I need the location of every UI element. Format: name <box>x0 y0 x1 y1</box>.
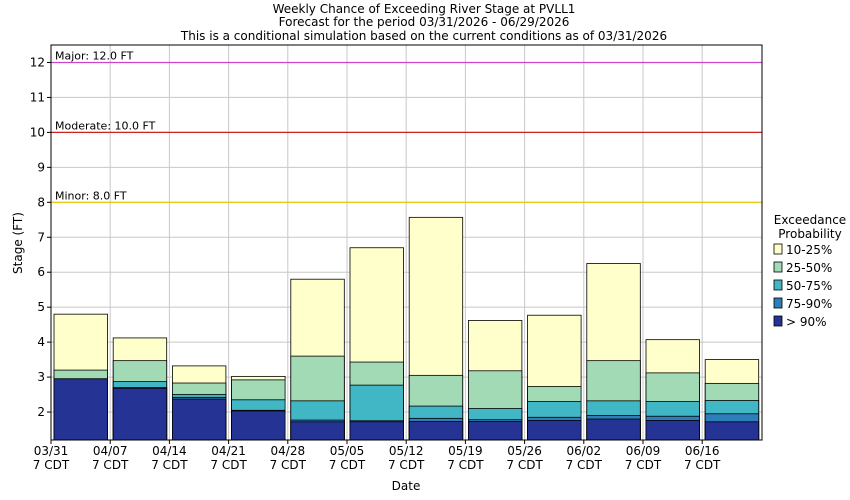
x-tick-date: 04/28 <box>271 444 306 458</box>
bar-segment <box>290 421 345 441</box>
y-tick-label: 11 <box>30 90 45 104</box>
x-tick-date: 04/07 <box>93 444 128 458</box>
legend-label: 25-50% <box>786 261 832 275</box>
bar-segment <box>527 420 582 441</box>
legend-label: 75-90% <box>786 297 832 311</box>
legend-swatch <box>773 243 783 255</box>
y-tick-label: 2 <box>37 405 45 419</box>
y-tick-label: 6 <box>37 265 45 279</box>
x-tick-date: 05/05 <box>330 444 365 458</box>
x-tick-tz: 7 CDT <box>388 458 425 472</box>
x-tick-tz: 7 CDT <box>33 458 70 472</box>
legend-swatch <box>773 297 783 309</box>
x-tick-tz: 7 CDT <box>329 458 366 472</box>
bars <box>53 216 760 441</box>
title-line-1: Weekly Chance of Exceeding River Stage a… <box>273 2 576 16</box>
legend-swatch <box>773 261 783 273</box>
x-tick-date: 05/26 <box>507 444 542 458</box>
bar-segment <box>704 421 760 441</box>
bar-segment <box>645 420 700 441</box>
bar-segment <box>349 421 404 441</box>
x-tick-date: 05/19 <box>448 444 483 458</box>
title-line-3: This is a conditional simulation based o… <box>180 29 667 43</box>
bar-segment <box>467 421 523 441</box>
y-tick-label: 9 <box>37 160 45 174</box>
y-tick-label: 8 <box>37 195 45 209</box>
y-tick-label: 5 <box>37 300 45 314</box>
y-tick-label: 12 <box>30 55 45 69</box>
x-tick-date: 03/31 <box>34 444 69 458</box>
bar-segment <box>171 398 227 441</box>
x-tick-tz: 7 CDT <box>210 458 247 472</box>
bar-segment <box>53 378 108 441</box>
x-tick-date: 06/02 <box>567 444 602 458</box>
legend-swatch <box>773 279 783 291</box>
x-tick-date: 06/16 <box>685 444 720 458</box>
y-tick-label: 4 <box>37 335 45 349</box>
x-tick-tz: 7 CDT <box>566 458 603 472</box>
threshold-label: Major: 12.0 FT <box>55 49 134 62</box>
bar-segment <box>586 418 641 441</box>
chart-title: Weekly Chance of Exceeding River Stage a… <box>180 2 667 43</box>
legend-title-line-2: Probability <box>778 227 841 241</box>
legend-label: > 90% <box>786 315 827 329</box>
threshold-lines: Major: 12.0 FT Moderate: 10.0 FT Minor: 8.… <box>51 49 762 203</box>
y-axis-title: Stage (FT) <box>11 212 25 274</box>
legend-title-line-1: Exceedance <box>774 213 846 227</box>
x-tick-tz: 7 CDT <box>625 458 662 472</box>
x-tick-tz: 7 CDT <box>92 458 129 472</box>
y-axis-ticks: 2 3 4 5 6 7 8 9 10 11 12 <box>30 55 51 419</box>
legend: Exceedance Probability 10-25% 25-50% 50-75… <box>773 213 846 329</box>
legend-items: 10-25% 25-50% 50-75% 75-90% > 90% <box>773 243 832 329</box>
legend-swatch <box>773 315 783 327</box>
threshold-label: Minor: 8.0 FT <box>55 189 127 202</box>
x-tick-date: 06/09 <box>626 444 661 458</box>
x-tick-tz: 7 CDT <box>684 458 721 472</box>
x-tick-date: 04/21 <box>211 444 246 458</box>
x-tick-tz: 7 CDT <box>270 458 307 472</box>
legend-label: 10-25% <box>786 243 832 257</box>
x-tick-date: 05/12 <box>389 444 424 458</box>
legend-label: 50-75% <box>786 279 832 293</box>
title-line-2: Forecast for the period 03/31/2026 - 06/… <box>279 15 570 29</box>
y-tick-label: 3 <box>37 370 45 384</box>
y-tick-label: 7 <box>37 230 45 244</box>
x-tick-tz: 7 CDT <box>151 458 188 472</box>
threshold-label: Moderate: 10.0 FT <box>55 119 156 132</box>
x-tick-tz: 7 CDT <box>506 458 543 472</box>
x-tick-date: 04/14 <box>152 444 187 458</box>
bar-segment <box>112 387 168 441</box>
bar-segment <box>408 421 464 441</box>
x-tick-tz: 7 CDT <box>447 458 484 472</box>
x-axis-title: Date <box>392 479 421 493</box>
bar-segment <box>231 410 286 441</box>
y-tick-label: 10 <box>30 125 45 139</box>
